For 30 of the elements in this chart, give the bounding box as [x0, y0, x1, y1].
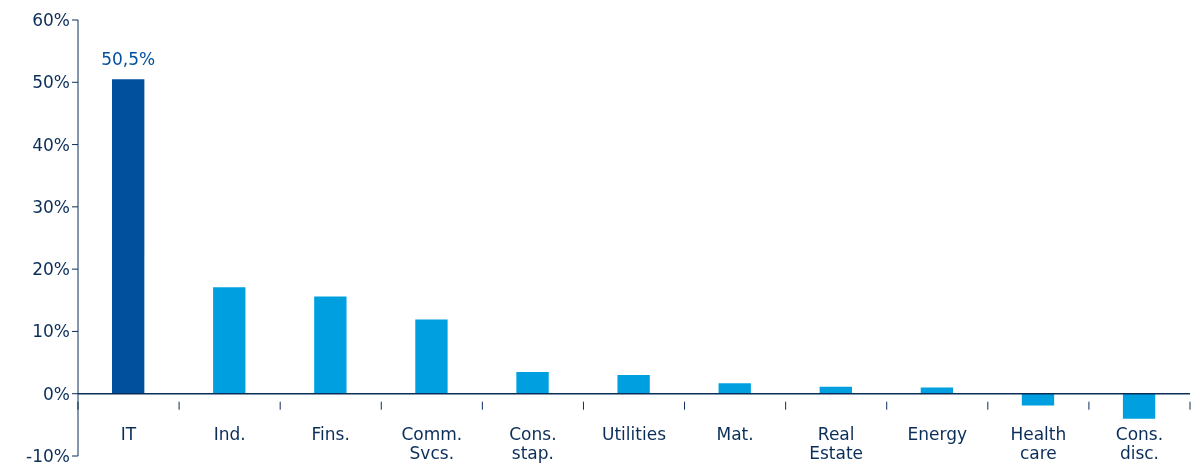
bar	[516, 371, 549, 394]
x-tick-label: Energy	[907, 423, 968, 444]
bar	[718, 383, 751, 394]
bar	[920, 387, 954, 394]
y-tick-label: 50%	[32, 72, 70, 93]
y-tick-label: 20%	[32, 259, 70, 280]
x-tick-label: Ind.	[213, 423, 246, 444]
bar	[213, 287, 246, 394]
y-tick-label: 0%	[43, 383, 70, 404]
y-tick-label: 40%	[32, 134, 70, 155]
bar	[314, 296, 347, 394]
x-tick-label: IT	[120, 423, 137, 444]
bar	[112, 79, 145, 394]
x-tick-label: Fins.	[311, 423, 350, 444]
data-label: 50,5%	[101, 49, 156, 70]
x-tick-label: Cons. disc.	[1115, 423, 1164, 463]
bar	[1122, 393, 1156, 419]
x-tick-label: Health care	[1010, 423, 1067, 463]
x-tick-label: Comm. Svcs.	[401, 423, 463, 463]
x-tick-label: Mat.	[716, 423, 754, 444]
bar	[617, 375, 650, 394]
bar	[415, 319, 448, 394]
y-tick-label: 30%	[32, 196, 70, 217]
y-tick-label: 10%	[32, 321, 70, 342]
y-tick-label: -10%	[26, 446, 70, 467]
x-tick-label: Cons. stap.	[509, 423, 557, 463]
bar	[1021, 393, 1055, 406]
x-tick-label: Utilities	[602, 423, 667, 444]
x-tick-label: Real Estate	[809, 423, 864, 463]
y-tick-label: 60%	[32, 10, 70, 31]
